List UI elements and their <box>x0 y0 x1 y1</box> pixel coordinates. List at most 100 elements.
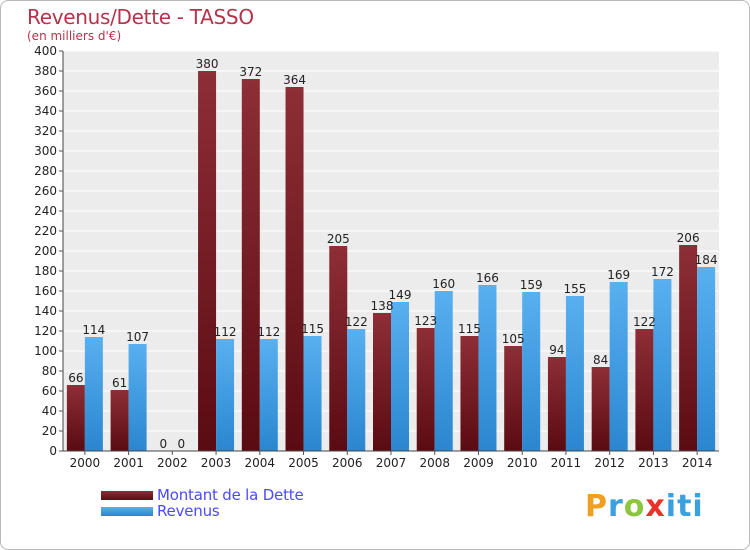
y-tick-label: 260 <box>34 184 57 198</box>
data-label-dette: 138 <box>371 299 394 313</box>
x-tick-label: 2008 <box>419 456 450 470</box>
bar-dette <box>547 357 566 451</box>
data-label-revenus: 184 <box>695 253 718 267</box>
chart-subtitle: (en milliers d'€) <box>27 29 122 43</box>
data-label-dette: 123 <box>414 314 437 328</box>
y-tick-label: 220 <box>34 224 57 238</box>
x-tick-label: 2012 <box>594 456 625 470</box>
y-tick-label: 280 <box>34 164 57 178</box>
bar-revenus <box>434 291 453 451</box>
data-label-revenus: 114 <box>82 323 105 337</box>
bar-dette <box>198 71 217 451</box>
x-tick-label: 2007 <box>376 456 407 470</box>
y-tick-label: 40 <box>42 404 57 418</box>
x-tick-label: 2001 <box>113 456 144 470</box>
y-tick-label: 80 <box>42 364 57 378</box>
logo-letter-x: x <box>645 489 666 524</box>
y-tick-label: 300 <box>34 144 57 158</box>
legend-label-dette: Montant de la Dette <box>157 486 304 504</box>
bar-revenus <box>216 339 235 451</box>
bar-revenus <box>565 296 584 451</box>
legend-swatch-dette <box>101 491 153 500</box>
bars <box>66 71 716 451</box>
x-tick-label: 2005 <box>288 456 319 470</box>
data-label-revenus: 0 <box>178 437 186 451</box>
legend-swatch-revenus <box>101 507 153 516</box>
bar-dette <box>416 328 435 451</box>
y-tick-label: 20 <box>42 424 57 438</box>
data-label-revenus: 149 <box>389 288 412 302</box>
x-tick-label: 2013 <box>638 456 669 470</box>
bar-revenus <box>697 267 716 451</box>
bar-dette <box>591 367 610 451</box>
data-label-dette: 364 <box>283 73 306 87</box>
bar-revenus <box>609 282 628 451</box>
data-label-revenus: 155 <box>563 282 586 296</box>
bar-dette <box>373 313 391 451</box>
bar-dette <box>460 336 479 451</box>
y-tick-label: 200 <box>34 244 57 258</box>
data-label-dette: 380 <box>196 57 219 71</box>
data-label-dette: 66 <box>68 371 83 385</box>
y-tick-label: 60 <box>42 384 57 398</box>
x-tick-label: 2003 <box>201 456 232 470</box>
data-label-dette: 105 <box>502 332 525 346</box>
x-tick-label: 2000 <box>70 456 101 470</box>
y-tick-label: 0 <box>49 444 57 458</box>
bar-revenus <box>522 292 541 451</box>
x-tick-label: 2004 <box>245 456 276 470</box>
data-label-revenus: 107 <box>126 330 149 344</box>
y-tick-label: 240 <box>34 204 57 218</box>
bar-dette <box>110 390 129 451</box>
logo-letter-iti: iti <box>665 489 704 524</box>
proxiti-logo: Proxiti <box>585 489 704 524</box>
bar-dette <box>504 346 523 451</box>
data-label-revenus: 172 <box>651 265 674 279</box>
bar-revenus <box>347 329 366 451</box>
data-label-dette: 372 <box>239 65 262 79</box>
y-tick-label: 320 <box>34 124 57 138</box>
chart-title: Revenus/Dette - TASSO <box>27 5 254 29</box>
logo-letter-p: P <box>585 489 608 524</box>
data-label-dette: 205 <box>327 232 350 246</box>
data-label-revenus: 112 <box>257 325 280 339</box>
bar-revenus <box>259 339 278 451</box>
data-label-dette: 206 <box>677 231 700 245</box>
bar-revenus <box>84 337 103 451</box>
data-label-dette: 94 <box>549 343 564 357</box>
x-tick-label: 2006 <box>332 456 363 470</box>
data-label-revenus: 159 <box>520 278 543 292</box>
bar-revenus <box>128 344 147 451</box>
data-label-revenus: 122 <box>345 315 368 329</box>
data-label-dette: 0 <box>160 437 168 451</box>
data-label-revenus: 166 <box>476 271 499 285</box>
data-label-dette: 115 <box>458 322 481 336</box>
logo-letter-r: r <box>608 489 624 524</box>
x-tick-label: 2011 <box>551 456 582 470</box>
y-tick-label: 180 <box>34 264 57 278</box>
logo-letter-o: o <box>623 489 646 524</box>
x-tick-label: 2014 <box>682 456 713 470</box>
bar-dette <box>66 385 85 451</box>
bar-revenus <box>303 336 322 451</box>
x-axis: 2000 2001 2002 2003 2004 2005 2006 2007 2008 2009… <box>63 450 719 470</box>
y-tick-label: 100 <box>34 344 57 358</box>
data-label-dette: 122 <box>633 315 656 329</box>
bar-dette <box>679 245 698 451</box>
bar-revenus <box>653 279 672 451</box>
data-label-revenus: 160 <box>432 277 455 291</box>
x-tick-label: 2002 <box>157 456 188 470</box>
x-tick-label: 2009 <box>463 456 494 470</box>
y-tick-label: 140 <box>34 304 57 318</box>
data-label-revenus: 169 <box>607 268 630 282</box>
data-label-dette: 84 <box>593 353 608 367</box>
data-label-dette: 61 <box>112 376 127 390</box>
data-label-revenus: 115 <box>301 322 324 336</box>
x-tick-label: 2010 <box>507 456 538 470</box>
bar-dette <box>285 87 304 451</box>
bar-revenus <box>391 302 409 451</box>
bar-revenus <box>478 285 497 451</box>
